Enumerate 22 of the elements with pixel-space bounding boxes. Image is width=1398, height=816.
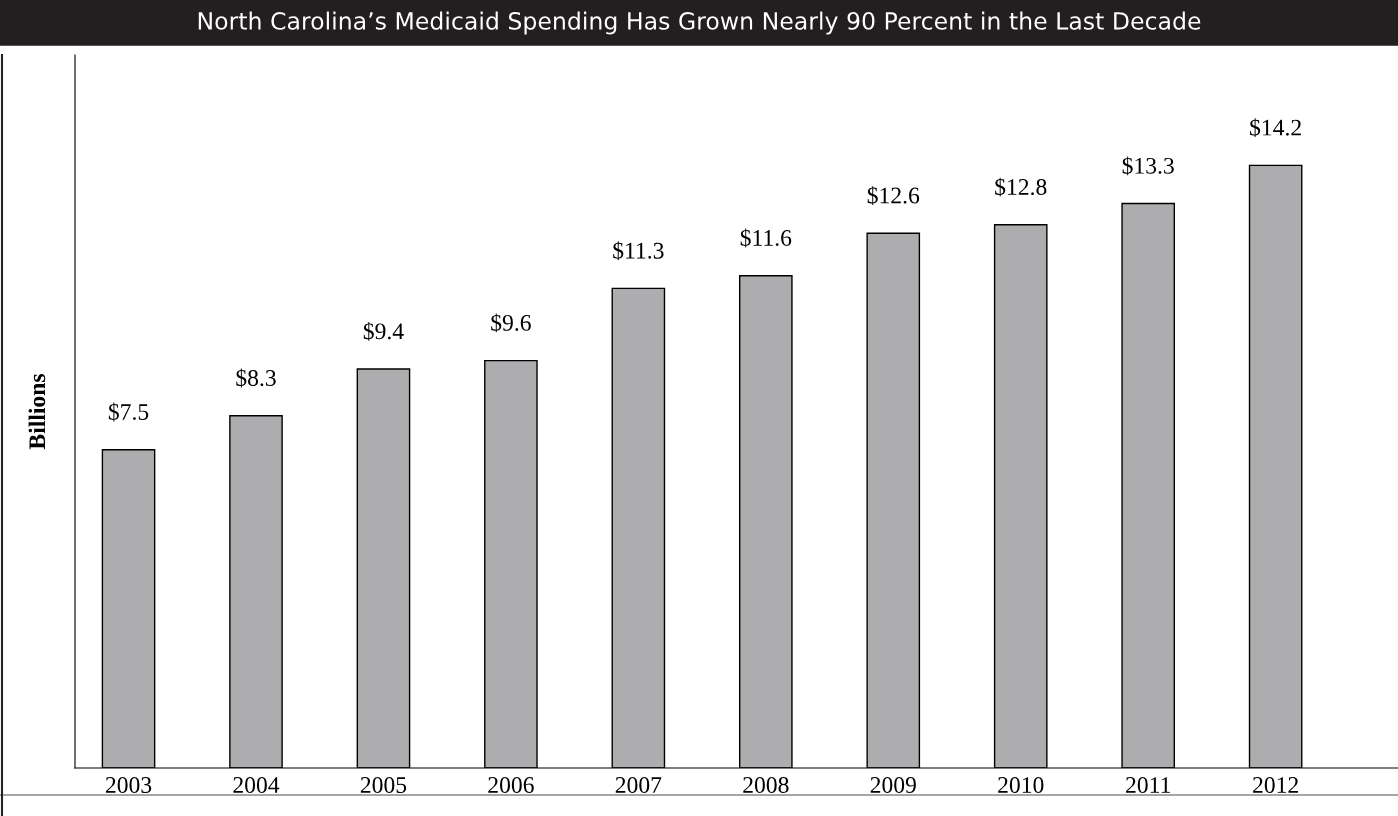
data-label: $9.4 xyxy=(363,321,404,341)
x-tick-label: 2007 xyxy=(615,777,662,793)
data-label: $8.3 xyxy=(236,368,276,388)
x-tick-label: 2003 xyxy=(105,777,152,793)
x-tick-label: 2012 xyxy=(1253,777,1298,793)
data-label: $14.2 xyxy=(1250,118,1301,138)
data-label: $7.5 xyxy=(108,402,149,422)
data-label: $11.3 xyxy=(613,241,664,261)
data-label: $13.3 xyxy=(1122,156,1174,176)
x-tick-label: 2010 xyxy=(998,777,1044,793)
x-tick-label: 2008 xyxy=(743,777,789,793)
data-label: $11.6 xyxy=(740,228,792,248)
x-tick-label: 2004 xyxy=(233,777,280,793)
x-tick-label: 2005 xyxy=(360,777,407,793)
x-tick-label: 2011 xyxy=(1126,777,1170,793)
y-axis-title: Billions xyxy=(28,374,46,450)
chart-title: North Carolina’s Medicaid Spending Has Grown Nearly 90 Percent in the Last Decade xyxy=(198,11,1201,35)
x-tick-label: 2006 xyxy=(488,777,534,793)
data-label: $12.6 xyxy=(867,186,920,206)
data-label: $12.8 xyxy=(995,177,1047,197)
x-tick-label: 2009 xyxy=(870,777,916,793)
data-label: $9.6 xyxy=(491,313,531,333)
